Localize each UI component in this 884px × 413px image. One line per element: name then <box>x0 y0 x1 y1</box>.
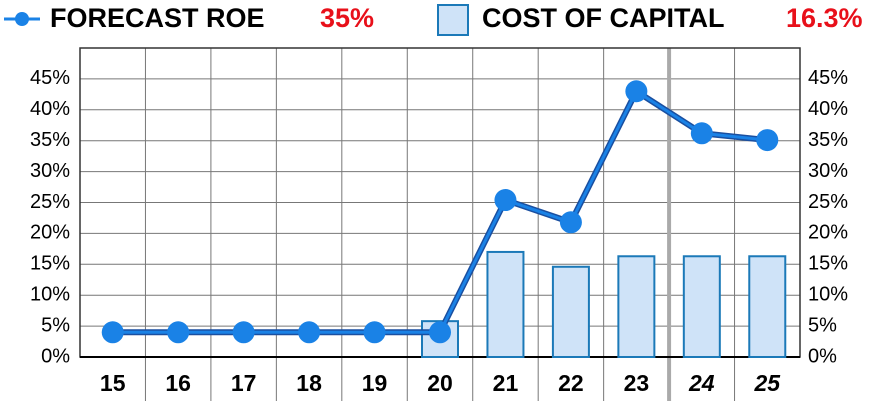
x-tick-label: 22 <box>558 370 584 396</box>
x-tick-label: 17 <box>231 370 257 396</box>
x-tick-label: 24 <box>688 370 715 396</box>
bar <box>551 265 590 358</box>
y-tick-label: 25% <box>30 191 70 213</box>
y2-tick-label: 10% <box>808 283 848 305</box>
y-tick-label: 10% <box>30 283 70 305</box>
y-tick-label: 20% <box>30 222 70 244</box>
bar <box>748 255 787 358</box>
legend-value: 35% <box>320 3 374 33</box>
marker <box>494 189 517 212</box>
y2-tick-label: 35% <box>808 129 848 151</box>
x-tick-label: 23 <box>624 370 650 396</box>
legend-bar-icon <box>437 4 469 36</box>
x-tick-label: 21 <box>493 370 519 396</box>
marker <box>690 122 713 145</box>
y2-tick-label: 20% <box>808 222 848 244</box>
y2-tick-label: 45% <box>808 67 848 89</box>
y2-tick-label: 30% <box>808 160 848 182</box>
y2-tick-label: 15% <box>808 253 848 275</box>
legend-label: FORECAST ROE <box>50 3 265 33</box>
marker <box>167 321 190 344</box>
y2-tick-label: 40% <box>808 98 848 120</box>
marker <box>101 321 124 344</box>
legend-marker-icon <box>15 12 29 26</box>
marker <box>756 129 779 152</box>
marker <box>429 321 451 344</box>
y-tick-label: 35% <box>30 129 70 151</box>
legend: FORECAST ROE 35% COST OF CAPITAL 16.3% <box>4 3 863 36</box>
y2-tick-label: 0% <box>808 345 837 367</box>
bar <box>486 250 525 358</box>
y-tick-label: 40% <box>30 98 70 120</box>
y-tick-label: 5% <box>41 314 70 336</box>
y-tick-label: 0% <box>41 345 70 367</box>
marker <box>363 321 386 344</box>
marker <box>232 321 255 344</box>
marker <box>559 211 582 234</box>
x-tick-label: 16 <box>165 370 191 396</box>
x-tick-label: 15 <box>100 370 126 396</box>
bar <box>617 255 656 358</box>
y-tick-label: 45% <box>30 67 70 89</box>
x-tick-label: 18 <box>296 370 322 396</box>
marker <box>298 321 321 344</box>
marker <box>625 80 648 103</box>
y2-tick-label: 25% <box>808 191 848 213</box>
y-tick-label: 15% <box>30 253 70 275</box>
y2-tick-label: 5% <box>808 314 837 336</box>
x-tick-label: 19 <box>362 370 388 396</box>
legend-label: COST OF CAPITAL <box>482 3 725 33</box>
x-tick-label: 20 <box>427 370 453 396</box>
bar <box>682 255 721 358</box>
x-tick-label: 25 <box>753 370 781 396</box>
y-tick-label: 30% <box>30 160 70 182</box>
legend-value: 16.3% <box>786 3 863 33</box>
